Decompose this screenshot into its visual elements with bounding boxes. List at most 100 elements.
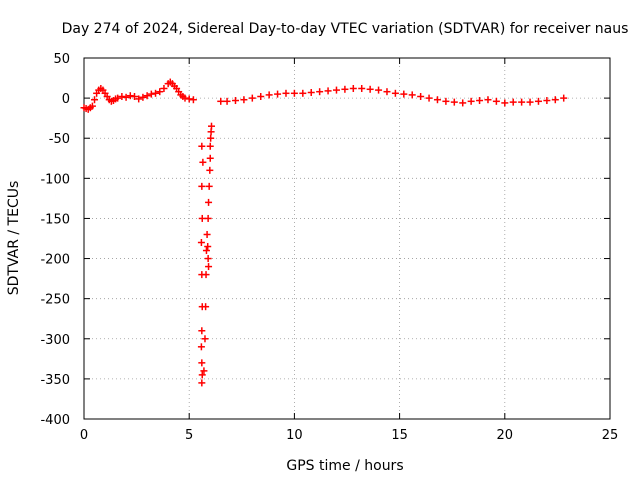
y-tick-label: -100 [40,172,70,187]
data-point [198,182,206,190]
x-tick-label: 0 [80,428,88,443]
data-point [126,92,134,100]
data-point [181,94,189,102]
data-point [492,97,500,105]
data-point [202,303,210,311]
data-point [501,99,509,107]
data-point [442,97,450,105]
data-point [205,198,213,206]
data-point [366,85,374,93]
data-point [152,89,160,97]
data-point [147,90,155,98]
data-point [433,96,441,104]
y-tick-label: 0 [62,92,70,107]
x-tick-label: 5 [185,428,193,443]
data-point [207,134,215,142]
data-point [484,96,492,104]
data-point [349,84,357,92]
data-point [543,97,551,105]
data-point [248,94,256,102]
data-point [341,85,349,93]
data-point [299,89,307,97]
data-point [450,98,458,106]
data-point [526,98,534,106]
data-point [231,97,239,105]
y-tick-label: 50 [53,52,70,67]
data-point [201,335,209,343]
data-point [217,97,225,105]
data-point [88,102,96,110]
data-point [408,91,416,99]
data-point [240,96,248,104]
data-point [118,93,126,101]
data-point [197,343,205,351]
data-point [509,98,517,106]
data-point [290,89,298,97]
data-point [135,95,143,103]
data-point [425,94,433,102]
x-axis: 0 5 10 15 20 25 [80,58,618,443]
data-point [459,99,467,107]
y-tick-label: -50 [49,132,70,147]
data-point [156,88,164,96]
data-point [198,359,206,367]
data-point [257,93,265,101]
data-point [198,371,206,379]
data-point [189,96,197,104]
data-point [139,93,147,101]
y-tick-label: -400 [40,413,70,428]
plot-frame [83,57,611,420]
y-axis: 50 0 -50 -100 -150 -200 -250 -300 -350 -400 [40,52,610,428]
y-tick-label: -300 [40,333,70,348]
data-point [551,96,559,104]
y-tick-label: -150 [40,212,70,227]
data-point [198,327,206,335]
data-point [205,263,213,271]
data-point [185,95,193,103]
data-point [316,88,324,96]
x-axis-label: GPS time / hours [286,458,403,474]
data-point [400,90,408,98]
y-tick-label: -250 [40,293,70,308]
data-point [114,94,122,102]
data-point [375,86,383,94]
data-point [534,97,542,105]
data-point [560,94,568,102]
data-point [332,86,340,94]
data-point [223,97,231,105]
data-point [518,98,526,106]
data-point [383,88,391,96]
data-point [198,142,206,150]
data-point [391,89,399,97]
data-point [197,239,205,247]
data-point [204,243,212,251]
data-point [467,97,475,105]
x-tick-label: 15 [391,428,408,443]
data-point [203,230,211,238]
data-point [204,255,212,263]
data-point [206,154,214,162]
data-point [324,87,332,95]
y-tick-label: -200 [40,253,70,268]
y-tick-label: -350 [40,373,70,388]
data-point [208,122,216,130]
data-point [202,271,210,279]
data-point [417,93,425,101]
data-point [198,379,206,387]
data-point [282,89,290,97]
data-point [274,90,282,98]
data-point [206,166,214,174]
data-point [198,214,206,222]
data-point [200,367,208,375]
data-point [476,97,484,105]
data-point [160,84,168,92]
grid [84,58,610,419]
chart-title: Day 274 of 2024, Sidereal Day-to-day VTE… [62,21,629,37]
data-point [91,96,99,104]
x-tick-label: 10 [286,428,303,443]
x-tick-label: 25 [602,428,619,443]
data-point [122,93,130,101]
data-point [358,84,366,92]
